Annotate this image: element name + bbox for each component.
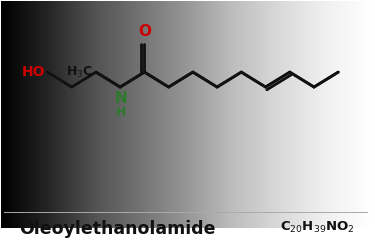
- Text: H: H: [116, 106, 126, 119]
- Text: O: O: [138, 24, 151, 39]
- Text: Oleoylethanolamide: Oleoylethanolamide: [19, 220, 216, 238]
- Text: C$_{20}$H$_{39}$NO$_2$: C$_{20}$H$_{39}$NO$_2$: [280, 220, 355, 235]
- Text: H$_3$C: H$_3$C: [66, 65, 93, 80]
- Text: N: N: [114, 91, 127, 106]
- Text: HO: HO: [21, 65, 45, 79]
